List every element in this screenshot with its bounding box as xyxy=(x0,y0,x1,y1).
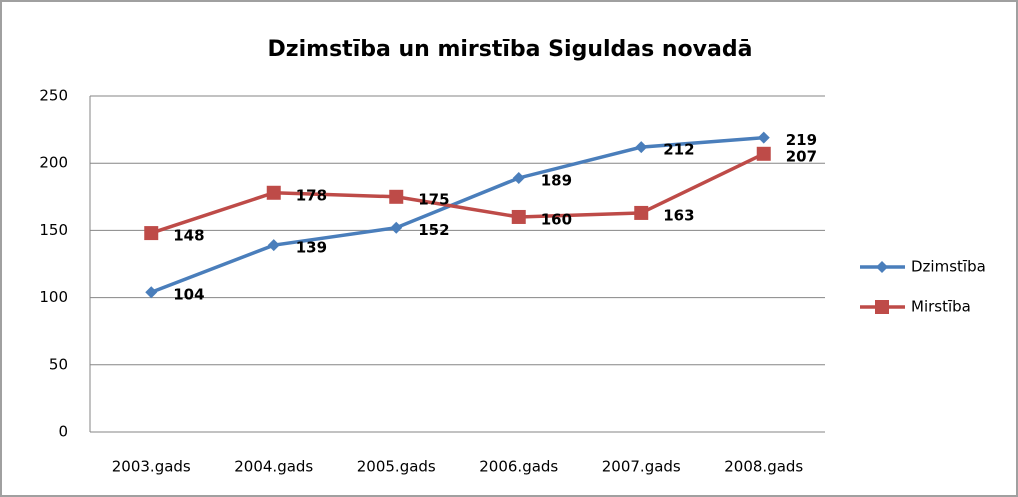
series-line xyxy=(150,152,765,235)
data-label: 152 xyxy=(418,221,449,239)
point xyxy=(876,261,888,273)
legend-label: Mirstība xyxy=(911,298,971,316)
data-label: 175 xyxy=(418,190,449,208)
point xyxy=(756,146,771,161)
data-label: 160 xyxy=(541,210,572,228)
data-label: 148 xyxy=(173,227,204,245)
point xyxy=(144,226,159,241)
chart-title: Dzimstība un mirstība Siguldas novadā xyxy=(268,37,753,62)
point xyxy=(267,239,280,252)
y-tick-label: 200 xyxy=(39,154,68,172)
point xyxy=(757,131,770,144)
point xyxy=(512,171,525,184)
data-label: 219 xyxy=(786,131,817,149)
y-tick-label: 50 xyxy=(49,355,68,373)
point xyxy=(266,185,281,200)
x-tick-label: 2007.gads xyxy=(602,458,681,476)
x-tick-label: 2006.gads xyxy=(479,458,558,476)
data-label: 207 xyxy=(786,147,817,165)
y-tick-label: 0 xyxy=(58,423,68,441)
y-tick-label: 150 xyxy=(39,221,68,239)
legend-label: Dzimstība xyxy=(911,258,986,276)
data-label: 139 xyxy=(296,239,327,257)
x-tick-label: 2004.gads xyxy=(234,458,313,476)
data-label: 189 xyxy=(541,171,572,189)
y-tick-label: 100 xyxy=(39,288,68,306)
y-tick-label: 250 xyxy=(39,87,68,105)
x-tick-label: 2005.gads xyxy=(357,458,436,476)
series-line xyxy=(150,135,764,294)
point xyxy=(511,209,526,224)
x-tick-label: 2008.gads xyxy=(724,458,803,476)
point xyxy=(390,221,403,234)
data-label: 178 xyxy=(296,186,327,204)
point xyxy=(145,286,158,299)
data-label: 212 xyxy=(663,141,694,159)
data-label: 163 xyxy=(663,206,694,224)
point xyxy=(634,205,649,220)
point xyxy=(635,141,648,154)
data-label: 104 xyxy=(173,286,204,304)
x-tick-label: 2003.gads xyxy=(112,458,191,476)
point xyxy=(875,300,889,314)
point xyxy=(389,189,404,204)
